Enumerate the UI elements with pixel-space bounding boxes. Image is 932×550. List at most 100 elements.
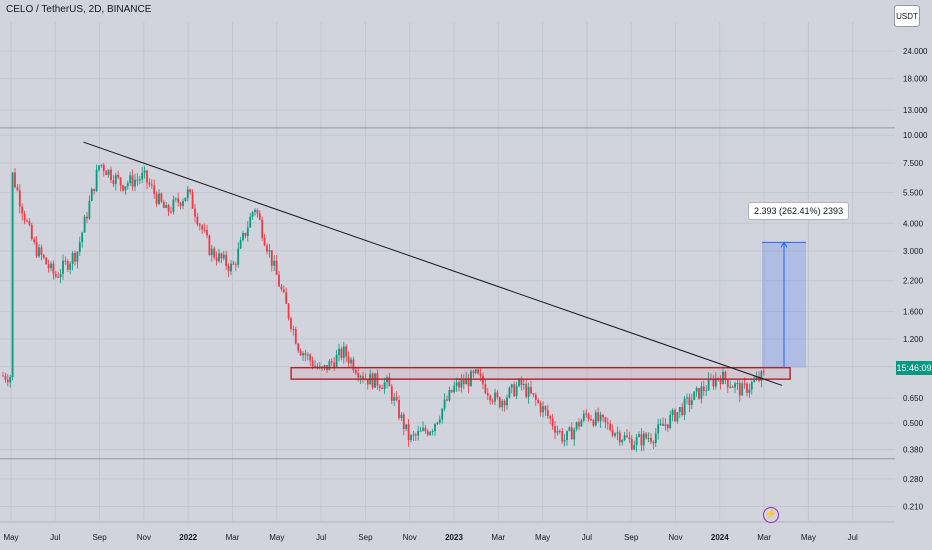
candle-body xyxy=(453,385,456,393)
trendline[interactable] xyxy=(83,141,783,386)
candle-body xyxy=(242,232,244,241)
candle-body xyxy=(186,189,189,198)
candle-body xyxy=(690,400,693,406)
candle-body xyxy=(52,263,55,274)
candle-body xyxy=(155,193,158,205)
resistance-zone[interactable] xyxy=(290,366,791,380)
candle-body xyxy=(412,434,415,436)
candle-body xyxy=(390,386,393,401)
candle-body xyxy=(702,386,705,391)
candle-body xyxy=(393,396,396,401)
candle-body xyxy=(578,422,580,427)
candle-body xyxy=(225,254,228,267)
candle-body xyxy=(450,390,453,393)
candle-body xyxy=(498,397,501,408)
y-tick-label: 7.500 xyxy=(903,159,924,168)
candle-body xyxy=(191,191,194,209)
candle-body xyxy=(431,430,434,433)
candle-body xyxy=(88,200,91,219)
candle-body xyxy=(90,188,93,201)
candle-body xyxy=(510,384,513,388)
candle-body xyxy=(604,417,607,423)
y-tick-label: 3.000 xyxy=(903,247,924,256)
candle-body xyxy=(45,257,48,265)
current-price-tag: 15:46:09 xyxy=(896,361,932,375)
candle-body xyxy=(134,179,136,187)
candle-body xyxy=(302,353,304,356)
candle-body xyxy=(472,371,475,373)
candle-body xyxy=(275,260,278,275)
x-tick-label: Jul xyxy=(582,533,592,542)
candle-body xyxy=(328,361,331,371)
candle-body xyxy=(395,396,398,400)
candle-body xyxy=(681,407,684,416)
candle-body xyxy=(2,375,4,377)
candle-body xyxy=(549,416,552,419)
candle-body xyxy=(227,266,230,272)
candle-body xyxy=(755,376,758,380)
candle-body xyxy=(338,348,340,355)
candle-body xyxy=(160,193,163,202)
price-axis[interactable] xyxy=(897,0,932,550)
candle-body xyxy=(501,400,504,408)
candle-body xyxy=(340,348,343,358)
candle-body xyxy=(626,435,628,438)
candle-body xyxy=(290,318,292,329)
lightning-icon[interactable]: ⚡ xyxy=(763,507,779,523)
candle-body xyxy=(762,371,765,373)
candle-body xyxy=(722,371,724,384)
candle-body xyxy=(582,413,585,421)
candle-body xyxy=(263,237,266,246)
candle-body xyxy=(26,220,28,222)
candle-body xyxy=(381,388,384,390)
candle-body xyxy=(189,189,192,192)
candle-body xyxy=(669,415,672,429)
candle-body xyxy=(494,392,496,402)
candle-body xyxy=(366,379,369,385)
y-tick-label: 0.210 xyxy=(903,502,924,511)
candle-body xyxy=(515,386,518,397)
candle-body xyxy=(110,169,112,181)
candle-body xyxy=(285,292,288,304)
plot-background[interactable] xyxy=(0,0,895,550)
candle-body xyxy=(304,353,307,356)
candle-body xyxy=(266,245,268,252)
candle-body xyxy=(201,225,204,230)
candle-body xyxy=(513,384,516,397)
candle-body xyxy=(314,365,316,367)
x-tick-label: May xyxy=(3,533,18,542)
currency-button[interactable]: USDT xyxy=(894,5,920,27)
x-tick-label: May xyxy=(535,533,550,542)
candle-body xyxy=(645,433,648,439)
candle-body xyxy=(719,378,722,384)
candle-body xyxy=(599,414,602,422)
candle-body xyxy=(731,386,734,388)
candle-body xyxy=(575,422,578,430)
candle-body xyxy=(362,376,364,380)
candle-body xyxy=(455,382,458,386)
candle-body xyxy=(208,235,211,256)
candle-body xyxy=(563,440,566,442)
candle-body xyxy=(311,360,314,367)
candle-body xyxy=(522,383,525,386)
candle-body xyxy=(753,379,756,383)
candle-body xyxy=(213,248,216,258)
candle-body xyxy=(503,400,506,406)
candle-body xyxy=(527,386,530,397)
candle-body xyxy=(676,412,679,422)
candle-body xyxy=(350,359,352,364)
candle-body xyxy=(165,205,168,208)
candle-body xyxy=(741,383,744,396)
candle-body xyxy=(573,429,576,440)
candle-body xyxy=(198,224,201,226)
candle-body xyxy=(352,359,355,371)
candle-body xyxy=(35,242,38,257)
candle-body xyxy=(520,379,523,386)
candle-body xyxy=(736,383,739,385)
candle-body xyxy=(114,174,117,185)
candle-body xyxy=(251,212,254,217)
candle-body xyxy=(422,427,424,431)
candle-body xyxy=(465,378,468,385)
candle-body xyxy=(268,250,271,252)
